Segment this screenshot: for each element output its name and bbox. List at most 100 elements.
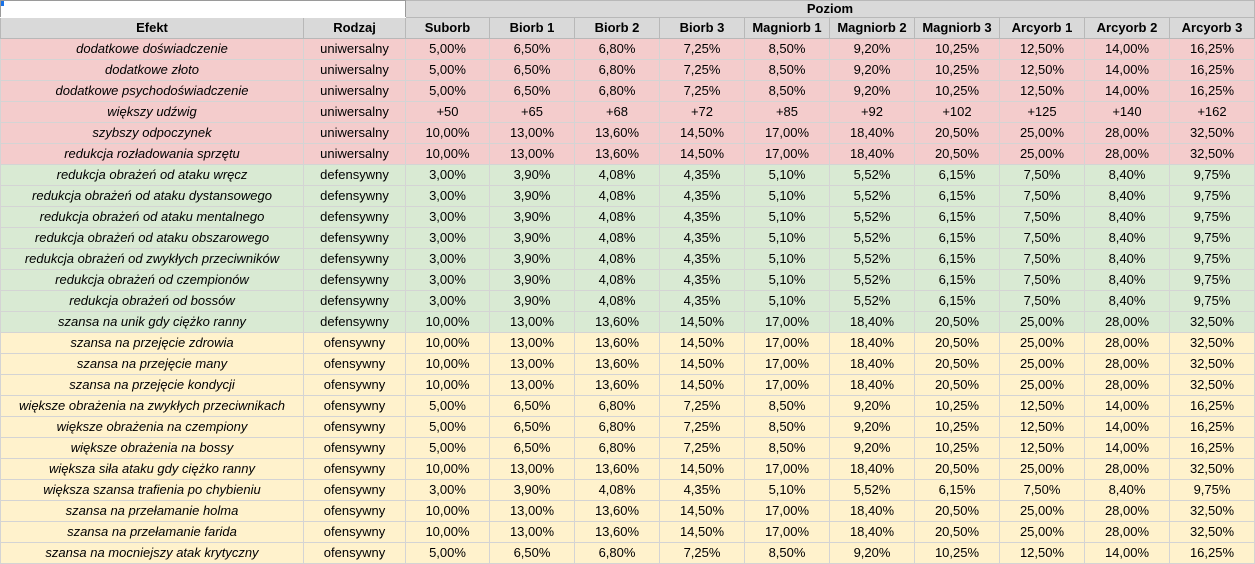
- value-cell[interactable]: 5,52%: [829, 227, 915, 249]
- value-cell[interactable]: 6,80%: [574, 80, 660, 102]
- value-cell[interactable]: 4,35%: [659, 227, 745, 249]
- value-cell[interactable]: 16,25%: [1169, 80, 1255, 102]
- type-cell[interactable]: uniwersalny: [303, 143, 406, 165]
- value-cell[interactable]: 4,35%: [659, 206, 745, 228]
- value-cell[interactable]: 14,50%: [659, 311, 745, 333]
- value-cell[interactable]: 7,50%: [999, 479, 1085, 501]
- value-cell[interactable]: 4,35%: [659, 479, 745, 501]
- value-cell[interactable]: 6,50%: [489, 80, 575, 102]
- value-cell[interactable]: 13,00%: [489, 521, 575, 543]
- type-cell[interactable]: defensywny: [303, 206, 406, 228]
- value-cell[interactable]: 7,50%: [999, 185, 1085, 207]
- value-cell[interactable]: 18,40%: [829, 122, 915, 144]
- value-cell[interactable]: 12,50%: [999, 437, 1085, 459]
- value-cell[interactable]: 13,00%: [489, 500, 575, 522]
- value-cell[interactable]: 4,08%: [574, 248, 660, 270]
- value-cell[interactable]: 28,00%: [1084, 353, 1170, 375]
- value-cell[interactable]: 13,60%: [574, 311, 660, 333]
- value-cell[interactable]: 17,00%: [744, 122, 830, 144]
- value-cell[interactable]: 10,25%: [914, 38, 1000, 60]
- type-cell[interactable]: ofensywny: [303, 521, 406, 543]
- value-cell[interactable]: 14,50%: [659, 458, 745, 480]
- value-cell[interactable]: 20,50%: [914, 332, 1000, 354]
- value-cell[interactable]: 14,00%: [1084, 542, 1170, 564]
- type-cell[interactable]: defensywny: [303, 164, 406, 186]
- effect-cell[interactable]: redukcja obrażeń od ataku wręcz: [0, 164, 304, 186]
- value-cell[interactable]: 4,35%: [659, 164, 745, 186]
- value-cell[interactable]: 17,00%: [744, 521, 830, 543]
- value-cell[interactable]: 6,15%: [914, 248, 1000, 270]
- effect-cell[interactable]: redukcja obrażeń od ataku mentalnego: [0, 206, 304, 228]
- value-cell[interactable]: +85: [744, 101, 830, 123]
- value-cell[interactable]: 25,00%: [999, 500, 1085, 522]
- effect-cell[interactable]: większe obrażenia na bossy: [0, 437, 304, 459]
- value-cell[interactable]: 10,25%: [914, 80, 1000, 102]
- value-cell[interactable]: 10,00%: [405, 143, 490, 165]
- value-cell[interactable]: 14,50%: [659, 122, 745, 144]
- value-cell[interactable]: 5,52%: [829, 164, 915, 186]
- effect-cell[interactable]: szansa na przejęcie kondycji: [0, 374, 304, 396]
- value-cell[interactable]: 14,00%: [1084, 38, 1170, 60]
- value-cell[interactable]: 8,50%: [744, 38, 830, 60]
- value-cell[interactable]: 14,50%: [659, 500, 745, 522]
- level-header[interactable]: Magniorb 1: [744, 17, 830, 39]
- type-cell[interactable]: uniwersalny: [303, 59, 406, 81]
- value-cell[interactable]: 5,52%: [829, 248, 915, 270]
- value-cell[interactable]: 5,00%: [405, 437, 490, 459]
- value-cell[interactable]: 8,40%: [1084, 185, 1170, 207]
- value-cell[interactable]: 25,00%: [999, 521, 1085, 543]
- value-cell[interactable]: 8,40%: [1084, 290, 1170, 312]
- effect-cell[interactable]: szansa na mocniejszy atak krytyczny: [0, 542, 304, 564]
- value-cell[interactable]: 13,60%: [574, 458, 660, 480]
- value-cell[interactable]: 12,50%: [999, 59, 1085, 81]
- value-cell[interactable]: 32,50%: [1169, 332, 1255, 354]
- value-cell[interactable]: 28,00%: [1084, 500, 1170, 522]
- value-cell[interactable]: 32,50%: [1169, 521, 1255, 543]
- value-cell[interactable]: 17,00%: [744, 500, 830, 522]
- value-cell[interactable]: 18,40%: [829, 311, 915, 333]
- value-cell[interactable]: 7,50%: [999, 290, 1085, 312]
- value-cell[interactable]: 8,50%: [744, 542, 830, 564]
- value-cell[interactable]: 9,75%: [1169, 248, 1255, 270]
- value-cell[interactable]: 5,00%: [405, 38, 490, 60]
- value-cell[interactable]: 20,50%: [914, 143, 1000, 165]
- type-cell[interactable]: defensywny: [303, 269, 406, 291]
- value-cell[interactable]: 3,00%: [405, 227, 490, 249]
- value-cell[interactable]: 4,08%: [574, 227, 660, 249]
- value-cell[interactable]: 28,00%: [1084, 332, 1170, 354]
- value-cell[interactable]: 20,50%: [914, 458, 1000, 480]
- value-cell[interactable]: 5,10%: [744, 248, 830, 270]
- value-cell[interactable]: 14,50%: [659, 374, 745, 396]
- value-cell[interactable]: 7,50%: [999, 164, 1085, 186]
- value-cell[interactable]: 12,50%: [999, 38, 1085, 60]
- value-cell[interactable]: 7,50%: [999, 269, 1085, 291]
- value-cell[interactable]: 32,50%: [1169, 311, 1255, 333]
- value-cell[interactable]: 6,15%: [914, 164, 1000, 186]
- value-cell[interactable]: 6,80%: [574, 416, 660, 438]
- value-cell[interactable]: 17,00%: [744, 143, 830, 165]
- value-cell[interactable]: 16,25%: [1169, 59, 1255, 81]
- value-cell[interactable]: 20,50%: [914, 353, 1000, 375]
- effect-cell[interactable]: redukcja obrażeń od ataku obszarowego: [0, 227, 304, 249]
- value-cell[interactable]: 5,00%: [405, 80, 490, 102]
- value-cell[interactable]: 3,90%: [489, 269, 575, 291]
- level-header[interactable]: Arcyorb 1: [999, 17, 1085, 39]
- value-cell[interactable]: 16,25%: [1169, 437, 1255, 459]
- effect-header[interactable]: Efekt: [0, 17, 304, 39]
- value-cell[interactable]: 9,20%: [829, 38, 915, 60]
- value-cell[interactable]: 18,40%: [829, 332, 915, 354]
- value-cell[interactable]: 3,00%: [405, 248, 490, 270]
- effect-cell[interactable]: większe obrażenia na zwykłych przeciwnik…: [0, 395, 304, 417]
- value-cell[interactable]: +72: [659, 101, 745, 123]
- value-cell[interactable]: 10,25%: [914, 542, 1000, 564]
- level-header[interactable]: Arcyorb 2: [1084, 17, 1170, 39]
- value-cell[interactable]: 5,10%: [744, 227, 830, 249]
- value-cell[interactable]: 25,00%: [999, 122, 1085, 144]
- value-cell[interactable]: 6,80%: [574, 437, 660, 459]
- value-cell[interactable]: 6,50%: [489, 395, 575, 417]
- value-cell[interactable]: 16,25%: [1169, 38, 1255, 60]
- type-cell[interactable]: ofensywny: [303, 437, 406, 459]
- value-cell[interactable]: 32,50%: [1169, 374, 1255, 396]
- value-cell[interactable]: 13,60%: [574, 374, 660, 396]
- effect-cell[interactable]: redukcja rozładowania sprzętu: [0, 143, 304, 165]
